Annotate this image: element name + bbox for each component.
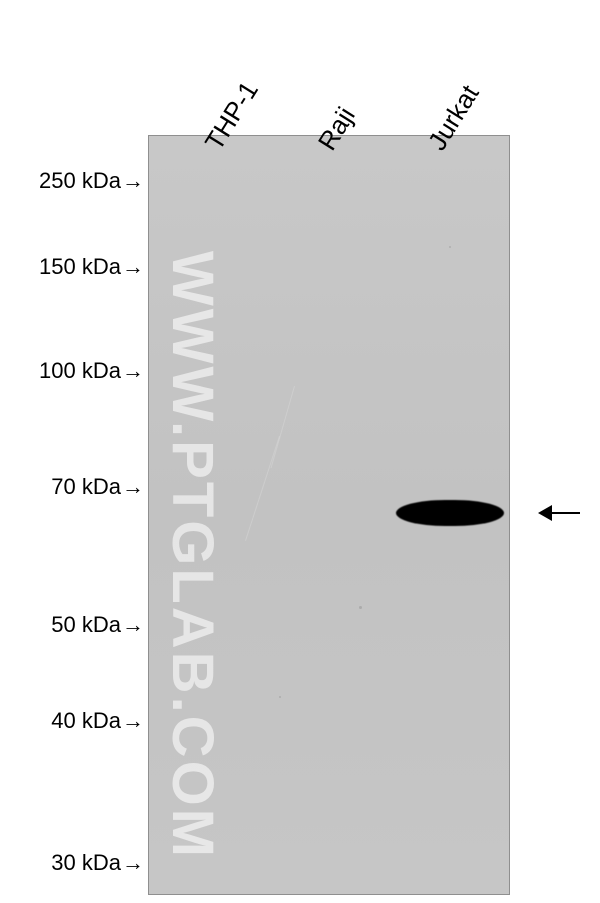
marker-100kda: 100 kDa→ bbox=[39, 358, 144, 384]
marker-text: 250 kDa bbox=[39, 168, 121, 193]
western-blot-figure: WWW.PTGLAB.COM THP-1 Raji Jurkat 250 kDa… bbox=[0, 0, 600, 903]
arrow-right-icon: → bbox=[122, 254, 144, 280]
arrow-right-icon: → bbox=[122, 612, 144, 638]
marker-150kda: 150 kDa→ bbox=[39, 254, 144, 280]
arrow-right-icon: → bbox=[122, 708, 144, 734]
membrane-speck bbox=[449, 246, 451, 248]
membrane-speck bbox=[359, 606, 362, 609]
marker-70kda: 70 kDa→ bbox=[51, 474, 144, 500]
arrow-right-icon: → bbox=[122, 168, 144, 194]
arrow-right-icon: → bbox=[122, 358, 144, 384]
membrane-scratch bbox=[271, 386, 295, 468]
marker-30kda: 30 kDa→ bbox=[51, 850, 144, 876]
marker-text: 150 kDa bbox=[39, 254, 121, 279]
marker-40kda: 40 kDa→ bbox=[51, 708, 144, 734]
band-jurkat bbox=[396, 500, 504, 526]
membrane-speck bbox=[279, 696, 281, 698]
watermark-text: WWW.PTGLAB.COM bbox=[159, 251, 226, 860]
arrow-right-icon: → bbox=[122, 474, 144, 500]
result-arrow-icon bbox=[540, 512, 580, 514]
marker-text: 40 kDa bbox=[51, 708, 121, 733]
arrow-right-icon: → bbox=[122, 850, 144, 876]
marker-text: 30 kDa bbox=[51, 850, 121, 875]
marker-250kda: 250 kDa→ bbox=[39, 168, 144, 194]
marker-text: 50 kDa bbox=[51, 612, 121, 637]
marker-text: 70 kDa bbox=[51, 474, 121, 499]
marker-50kda: 50 kDa→ bbox=[51, 612, 144, 638]
marker-text: 100 kDa bbox=[39, 358, 121, 383]
